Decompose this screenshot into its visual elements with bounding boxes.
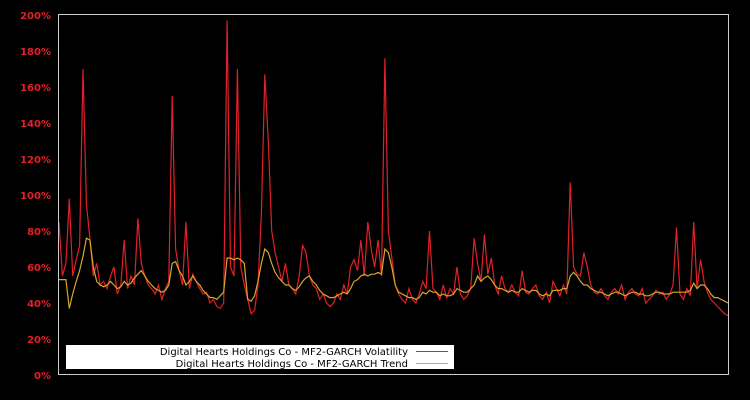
plot-frame: [58, 14, 729, 375]
volatility-line: [58, 20, 729, 317]
y-tick-label: 160%: [20, 83, 51, 94]
y-tick-label: 80%: [27, 227, 51, 238]
y-tick-label: 180%: [20, 47, 51, 58]
y-tick-label: 140%: [20, 119, 51, 130]
legend-label-trend: Digital Hearts Holdings Co - MF2-GARCH T…: [176, 359, 408, 370]
y-tick-label: 120%: [20, 155, 51, 166]
y-axis: 0% 20% 40% 60% 80% 100% 120% 140% 160% 180% 200%: [20, 11, 51, 382]
y-tick-label: 20%: [27, 335, 51, 346]
y-tick-label: 200%: [20, 11, 51, 22]
legend-label-volatility: Digital Hearts Holdings Co - MF2-GARCH V…: [160, 347, 408, 358]
y-tick-label: 100%: [20, 191, 51, 202]
trend-line: [59, 237, 729, 309]
y-tick-label: 0%: [34, 371, 51, 382]
y-tick-label: 60%: [27, 263, 51, 274]
legend: Digital Hearts Holdings Co - MF2-GARCH V…: [66, 345, 454, 370]
y-tick-label: 40%: [27, 299, 51, 310]
plot-area: [58, 20, 729, 317]
legend-box: [66, 345, 454, 369]
